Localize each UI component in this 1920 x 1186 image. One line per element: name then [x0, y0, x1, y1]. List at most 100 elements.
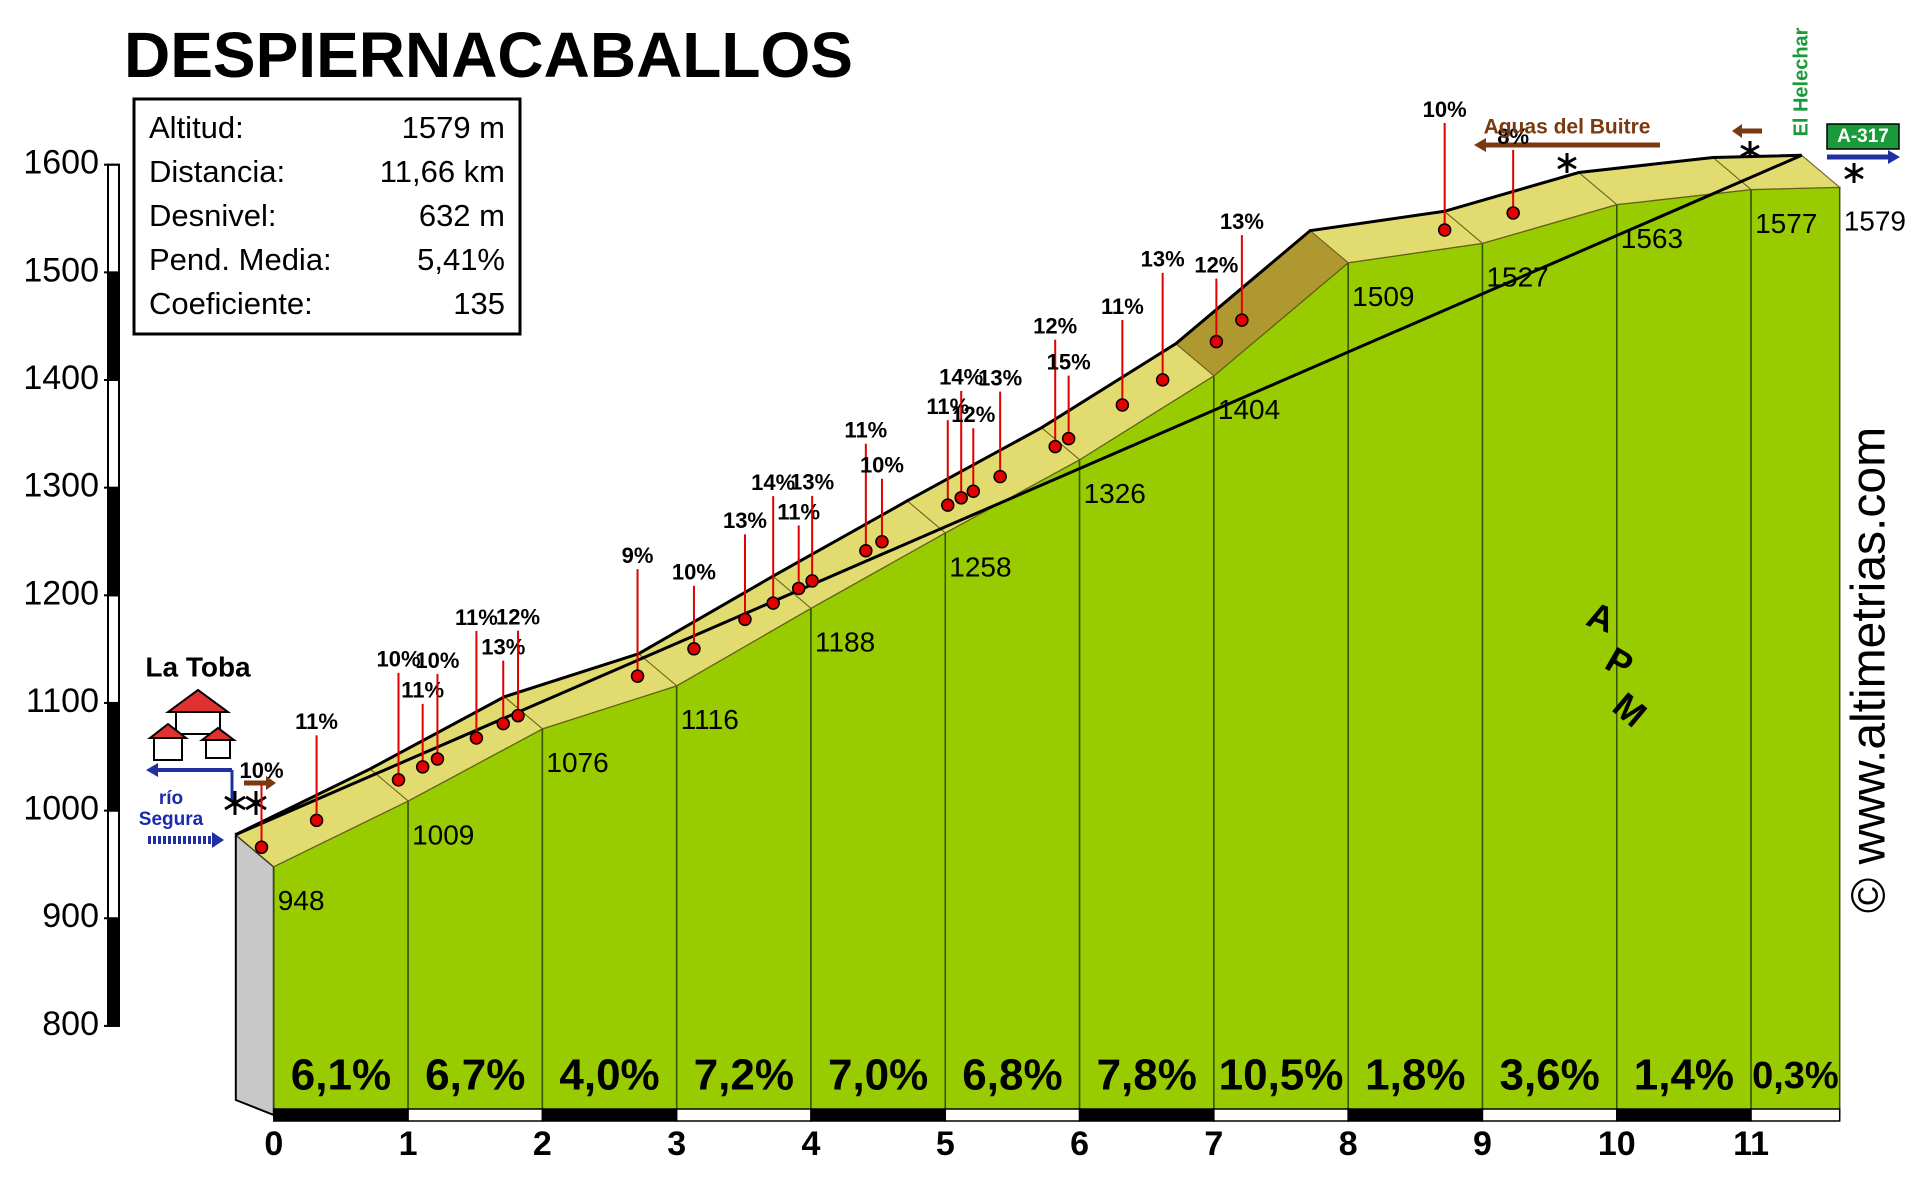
- annotation-label: 13%: [723, 508, 767, 533]
- y-axis-band: [107, 594, 120, 704]
- gradient-label: 10,5%: [1219, 1051, 1344, 1100]
- y-tick-label: 1000: [23, 790, 99, 828]
- y-tick-label: 800: [42, 1005, 99, 1043]
- info-label: Pend. Media:: [149, 242, 332, 277]
- place-label: El Helechar: [1790, 27, 1812, 136]
- elevation-label: 1009: [412, 819, 474, 850]
- y-tick-label: 1200: [23, 574, 99, 612]
- annotation-dot: [469, 731, 484, 745]
- annotation-label: 8%: [1497, 124, 1529, 149]
- y-axis-band: [107, 163, 120, 274]
- annotation-dot: [859, 544, 873, 558]
- annotation-dot: [630, 669, 645, 683]
- y-axis-band: [107, 271, 120, 382]
- y-axis-band: [107, 486, 120, 597]
- x-axis-band: [407, 1108, 544, 1122]
- x-axis-band: [1347, 1108, 1484, 1122]
- annotation-dot: [1048, 439, 1062, 454]
- gradient-label: 3,6%: [1499, 1051, 1599, 1100]
- elevation-label: 1404: [1218, 394, 1280, 425]
- annotation-label: 11%: [455, 605, 498, 630]
- info-label: Distancia:: [149, 154, 285, 189]
- info-label: Desnivel:: [149, 198, 277, 233]
- gradient-label: 7,2%: [694, 1051, 794, 1100]
- elevation-label: 1076: [546, 747, 608, 778]
- annotation-dot: [511, 708, 525, 723]
- x-axis-band: [944, 1108, 1081, 1122]
- annotation-dot: [391, 773, 406, 787]
- elevation-label: 1563: [1621, 223, 1683, 254]
- annotation-label: 12%: [496, 604, 540, 629]
- x-tick-label: 2: [533, 1125, 552, 1163]
- profile-segment: [1213, 261, 1349, 1116]
- x-axis-band: [810, 1108, 947, 1122]
- annotation-label: 12%: [1194, 252, 1238, 277]
- annotation-label: 14%: [939, 365, 983, 390]
- elevation-label: 1527: [1486, 262, 1548, 293]
- river-label: río: [159, 788, 183, 809]
- annotation-dot: [875, 534, 889, 549]
- gradient-label: 1,4%: [1634, 1051, 1734, 1100]
- y-tick-label: 1500: [23, 251, 99, 289]
- y-axis-band: [107, 701, 120, 812]
- gradient-label: 1,8%: [1365, 1051, 1465, 1100]
- annotation-dot: [1061, 431, 1076, 446]
- elevation-label: 1188: [815, 627, 875, 658]
- river-arrow: [146, 763, 234, 848]
- annotation-label: 10%: [415, 648, 459, 673]
- annotation-label: 10%: [672, 560, 716, 585]
- gradient-label: 6,7%: [425, 1051, 525, 1100]
- x-tick-label: 0: [264, 1125, 283, 1163]
- y-tick-label: 900: [42, 897, 99, 935]
- annotation-label: 11%: [1101, 294, 1144, 319]
- side-face: [234, 832, 275, 1117]
- start-label: La Toba: [145, 651, 251, 682]
- house-icon: [147, 688, 237, 761]
- annotation-dot: [1235, 313, 1249, 327]
- annotation-label: 10%: [376, 647, 420, 672]
- elevation-label: 1326: [1084, 478, 1146, 509]
- profile-segment: [1347, 242, 1484, 1116]
- annotation-dot: [1506, 206, 1520, 220]
- profile-segment: [1481, 203, 1618, 1116]
- x-axis-band: [1481, 1108, 1618, 1122]
- elevation-label: 948: [278, 885, 325, 916]
- annotation-label: 10%: [860, 453, 904, 478]
- asterisks: [224, 141, 1864, 815]
- gradient-label: 4,0%: [559, 1051, 659, 1100]
- annotation-dot: [941, 498, 955, 512]
- info-value: 135: [453, 286, 505, 321]
- road-name: Aguas del Buitre: [1484, 116, 1651, 139]
- gradient-label: 6,1%: [291, 1051, 391, 1100]
- x-axis-band: [1213, 1108, 1349, 1122]
- annotation-label: 12%: [1033, 313, 1077, 338]
- gradient-label: 7,0%: [828, 1051, 928, 1100]
- annotation-label: 13%: [978, 365, 1022, 390]
- road-code: A-317: [1837, 126, 1889, 147]
- annotation-dot: [415, 760, 430, 774]
- annotation-dot: [805, 574, 819, 588]
- profile-outline: [235, 153, 1803, 836]
- gradient-label: 6,8%: [962, 1051, 1062, 1100]
- annotation-dot: [738, 612, 752, 627]
- profile-segment: [1750, 186, 1841, 1116]
- annotation-label: 10%: [239, 758, 283, 783]
- annotation-dot: [954, 491, 968, 505]
- x-axis-band: [1750, 1108, 1841, 1122]
- y-tick-label: 1600: [23, 144, 99, 182]
- annotation-dot: [1155, 373, 1170, 387]
- website: © www.altimetrias.com: [1843, 427, 1896, 913]
- annotation-dot: [1437, 223, 1452, 237]
- x-tick-label: 10: [1598, 1125, 1636, 1163]
- annotation-label: 9%: [622, 543, 654, 568]
- annotation-dot: [430, 752, 445, 766]
- annotation-label: 11%: [295, 709, 338, 734]
- annotation-dot: [766, 596, 780, 610]
- annotation-dot: [966, 484, 981, 498]
- y-axis-band: [107, 379, 120, 489]
- annotation-dot: [309, 813, 324, 828]
- x-tick-label: 11: [1733, 1125, 1769, 1163]
- y-axis-band: [107, 917, 120, 1027]
- annotation-dot: [791, 581, 806, 596]
